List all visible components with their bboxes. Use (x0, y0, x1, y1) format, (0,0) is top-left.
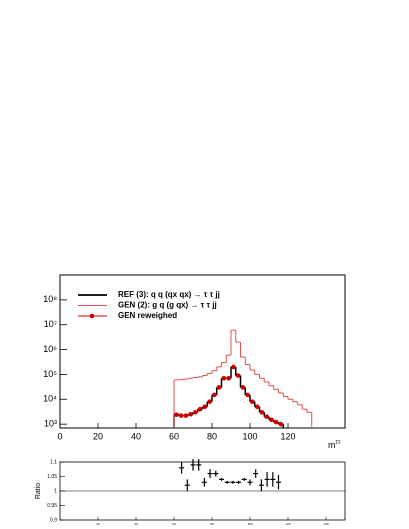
y-tick-label: 1 (54, 488, 57, 494)
x-tick-label: 100 (242, 431, 257, 441)
y-tick-label: 1.05 (47, 474, 57, 480)
data-point (183, 413, 189, 418)
legend-label: GEN reweighed (118, 311, 177, 320)
data-point (174, 412, 179, 417)
x-tick-label: 60 (169, 431, 179, 441)
data-point (221, 375, 227, 381)
data-point (278, 421, 284, 427)
data-point (235, 373, 241, 378)
legend-marker (89, 313, 95, 319)
x-axis-title-base: m (328, 440, 336, 450)
data-point (250, 399, 255, 405)
y-tick-label: 10³ (44, 419, 57, 429)
x-tick-label: 40 (131, 431, 141, 441)
y-tick-label: 10⁷ (44, 319, 57, 329)
top-frame (59, 274, 346, 429)
x-tick-label: 80 (207, 431, 217, 441)
y-tick-label: 0.9 (50, 517, 57, 523)
x-tick-label: 20 (93, 431, 103, 441)
data-point (216, 385, 222, 390)
ratio-y-title: Ratio (35, 483, 42, 499)
x-axis-title: mττ (328, 440, 341, 451)
x-tick-label: 100 (247, 522, 252, 526)
x-tick-label: 120 (285, 522, 290, 526)
x-tick-label: 20 (96, 522, 100, 526)
data-point (197, 406, 203, 412)
x-tick-label: 40 (134, 522, 138, 526)
y-tick-label: 10⁶ (43, 344, 57, 354)
data-point (193, 409, 198, 415)
x-tick-label: 140 (323, 522, 328, 526)
data-point (231, 364, 236, 370)
y-tick-label: 10⁴ (43, 394, 57, 404)
y-tick-label: 0.95 (47, 503, 57, 509)
y-tick-label: 1.1 (50, 459, 57, 465)
x-tick-label: 80 (210, 522, 214, 526)
data-point (254, 404, 260, 410)
data-point (212, 392, 217, 398)
x-tick-label: 0 (57, 431, 62, 441)
data-point (264, 414, 269, 419)
data-point (178, 413, 184, 418)
data-point (273, 419, 279, 425)
y-tick-label: 10⁸ (43, 294, 57, 304)
legend-label: REF (3): q q (qx qx) → τ τ jj (118, 290, 220, 299)
data-point (245, 392, 250, 398)
x-axis-title-sup: ττ (336, 440, 341, 446)
data-point (226, 375, 231, 381)
x-tick-label: 120 (280, 431, 295, 441)
x-tick-label: 60 (172, 522, 176, 526)
y-tick-label: 10⁵ (43, 369, 57, 379)
data-point (188, 411, 193, 417)
data-point (240, 385, 246, 390)
data-point (269, 417, 274, 423)
data-point (202, 404, 208, 410)
data-point (207, 399, 212, 405)
legend-label: GEN (2): g q (g qx) → τ τ jj (118, 301, 217, 310)
data-point (259, 409, 265, 415)
